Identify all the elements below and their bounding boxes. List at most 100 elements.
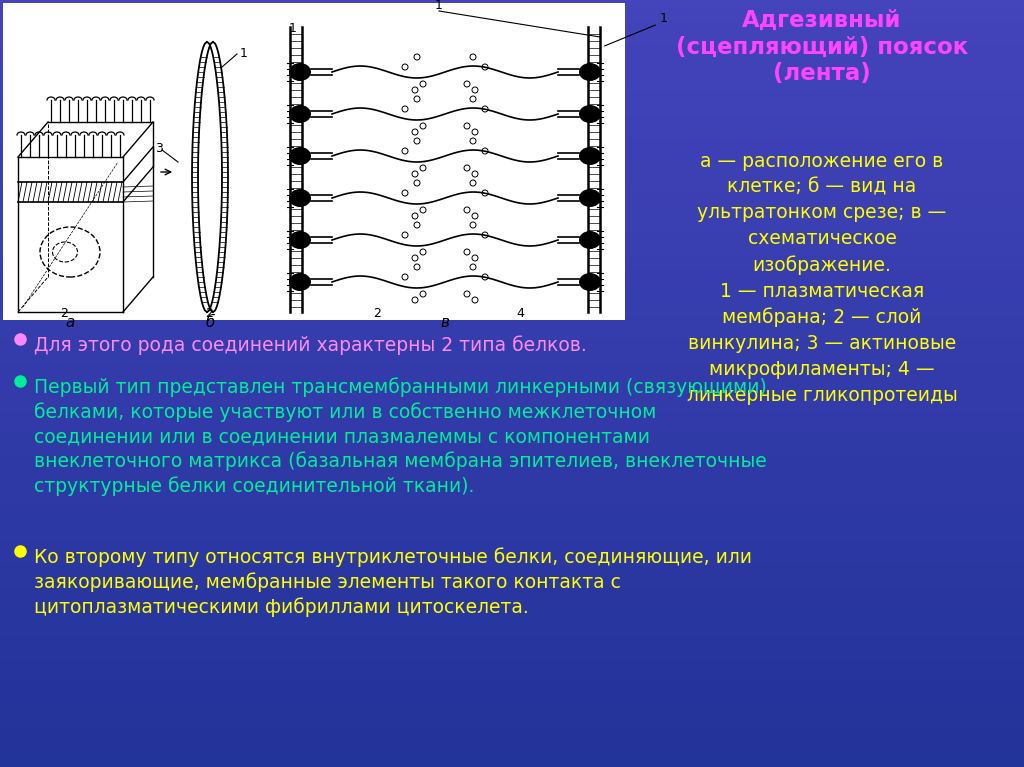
Text: 1: 1 xyxy=(240,47,248,60)
Bar xyxy=(0,355,1024,365)
Text: 4: 4 xyxy=(516,307,524,320)
Bar xyxy=(0,727,1024,737)
Bar xyxy=(0,549,1024,558)
Bar xyxy=(0,534,1024,543)
Bar xyxy=(0,394,1024,403)
Bar xyxy=(0,557,1024,567)
Ellipse shape xyxy=(289,189,311,207)
Text: б: б xyxy=(206,315,215,330)
Bar xyxy=(0,735,1024,745)
Bar xyxy=(0,526,1024,535)
Ellipse shape xyxy=(579,273,601,291)
Text: 3: 3 xyxy=(155,142,163,155)
Bar xyxy=(0,712,1024,722)
Text: 2: 2 xyxy=(60,307,68,320)
Bar xyxy=(0,340,1024,350)
Bar xyxy=(0,487,1024,497)
Bar xyxy=(0,495,1024,505)
Bar xyxy=(0,84,1024,94)
Ellipse shape xyxy=(579,105,601,123)
Bar xyxy=(0,673,1024,683)
Bar xyxy=(0,100,1024,110)
Bar xyxy=(0,139,1024,148)
Bar xyxy=(0,719,1024,729)
Bar xyxy=(0,689,1024,698)
Bar xyxy=(0,332,1024,342)
Bar xyxy=(0,347,1024,357)
Bar xyxy=(0,324,1024,334)
Ellipse shape xyxy=(579,63,601,81)
Bar xyxy=(0,387,1024,396)
Text: 1: 1 xyxy=(660,12,668,25)
Bar xyxy=(0,123,1024,133)
Bar xyxy=(0,200,1024,210)
Bar xyxy=(0,285,1024,295)
Ellipse shape xyxy=(579,189,601,207)
Text: 2: 2 xyxy=(373,307,381,320)
Bar xyxy=(0,185,1024,195)
Bar xyxy=(0,627,1024,636)
Bar xyxy=(0,278,1024,288)
Bar xyxy=(0,580,1024,590)
Bar xyxy=(0,410,1024,420)
Text: а — расположение его в
клетке; б — вид на
ультратонком срезе; в —
схематическое
: а — расположение его в клетке; б — вид н… xyxy=(687,152,957,405)
Bar xyxy=(0,270,1024,280)
Bar xyxy=(0,130,1024,140)
Text: а: а xyxy=(66,315,75,330)
Bar xyxy=(0,69,1024,78)
Bar xyxy=(0,665,1024,675)
Bar xyxy=(0,53,1024,63)
Bar xyxy=(0,363,1024,373)
Bar xyxy=(0,433,1024,443)
Bar xyxy=(0,759,1024,767)
Text: Ко второму типу относятся внутриклеточные белки, соединяющие, или
заякоривающие,: Ко второму типу относятся внутриклеточны… xyxy=(34,547,752,617)
Bar xyxy=(0,379,1024,388)
Bar xyxy=(0,301,1024,311)
Bar xyxy=(0,177,1024,187)
Bar xyxy=(0,472,1024,481)
Bar xyxy=(0,681,1024,690)
Bar xyxy=(0,502,1024,512)
Bar xyxy=(0,464,1024,473)
Bar xyxy=(0,417,1024,427)
Ellipse shape xyxy=(289,147,311,165)
Bar xyxy=(0,216,1024,225)
Bar xyxy=(0,595,1024,605)
Bar xyxy=(0,294,1024,303)
Bar xyxy=(0,239,1024,249)
Bar xyxy=(0,22,1024,32)
Bar xyxy=(0,0,1024,8)
Bar xyxy=(0,425,1024,435)
Bar xyxy=(0,208,1024,218)
Ellipse shape xyxy=(289,273,311,291)
Bar xyxy=(0,255,1024,265)
Bar xyxy=(0,611,1024,621)
Bar xyxy=(0,193,1024,202)
Bar xyxy=(0,518,1024,528)
Bar xyxy=(0,154,1024,163)
Ellipse shape xyxy=(579,147,601,165)
Text: в: в xyxy=(440,315,450,330)
Bar xyxy=(0,572,1024,582)
Bar xyxy=(0,162,1024,171)
Text: Первый тип представлен трансмембранными линкерными (связующими)
белками, которые: Первый тип представлен трансмембранными … xyxy=(34,377,767,496)
Bar xyxy=(0,92,1024,102)
Ellipse shape xyxy=(579,231,601,249)
Bar xyxy=(0,170,1024,179)
Text: 1: 1 xyxy=(435,0,443,12)
Bar xyxy=(0,634,1024,644)
Bar xyxy=(0,38,1024,48)
Bar xyxy=(0,309,1024,318)
Bar xyxy=(0,604,1024,613)
Bar xyxy=(0,440,1024,450)
Bar xyxy=(0,456,1024,466)
Bar xyxy=(0,619,1024,628)
Bar xyxy=(0,224,1024,233)
Bar xyxy=(0,232,1024,241)
Bar xyxy=(0,704,1024,713)
Bar xyxy=(0,642,1024,652)
Ellipse shape xyxy=(289,105,311,123)
Bar xyxy=(0,317,1024,326)
Bar xyxy=(0,30,1024,40)
Bar xyxy=(0,510,1024,520)
